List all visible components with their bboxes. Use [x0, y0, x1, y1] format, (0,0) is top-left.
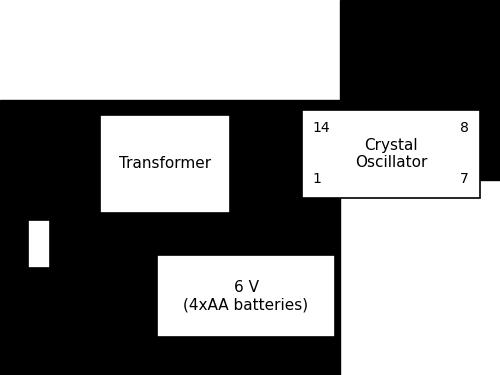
Bar — [0, 205, 340, 375]
Bar — [0, 100, 340, 205]
Text: 7: 7 — [460, 172, 469, 186]
Bar — [340, 0, 500, 180]
Text: Crystal
Oscillator: Crystal Oscillator — [355, 138, 427, 170]
Bar — [157, 255, 335, 337]
Text: Transformer: Transformer — [119, 156, 211, 171]
Text: 1: 1 — [312, 172, 321, 186]
Bar — [302, 110, 480, 198]
Text: 14: 14 — [312, 121, 330, 135]
Bar — [100, 115, 230, 213]
Text: 6 V
(4xAA batteries): 6 V (4xAA batteries) — [184, 280, 308, 312]
Bar — [28, 220, 50, 268]
Text: 8: 8 — [460, 121, 469, 135]
